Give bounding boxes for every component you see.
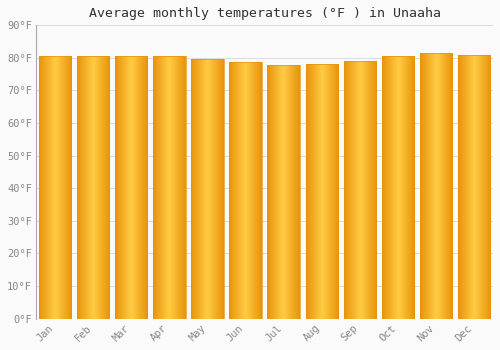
Bar — [39, 56, 72, 318]
Title: Average monthly temperatures (°F ) in Unaaha: Average monthly temperatures (°F ) in Un… — [88, 7, 440, 20]
Bar — [153, 56, 186, 318]
Bar — [115, 56, 148, 318]
Bar — [192, 59, 224, 318]
Bar — [230, 62, 262, 318]
Bar — [344, 61, 376, 319]
Bar — [420, 53, 452, 318]
Bar — [77, 56, 110, 318]
Bar — [458, 55, 490, 318]
Bar — [382, 56, 414, 318]
Bar — [306, 64, 338, 319]
Bar — [268, 65, 300, 318]
